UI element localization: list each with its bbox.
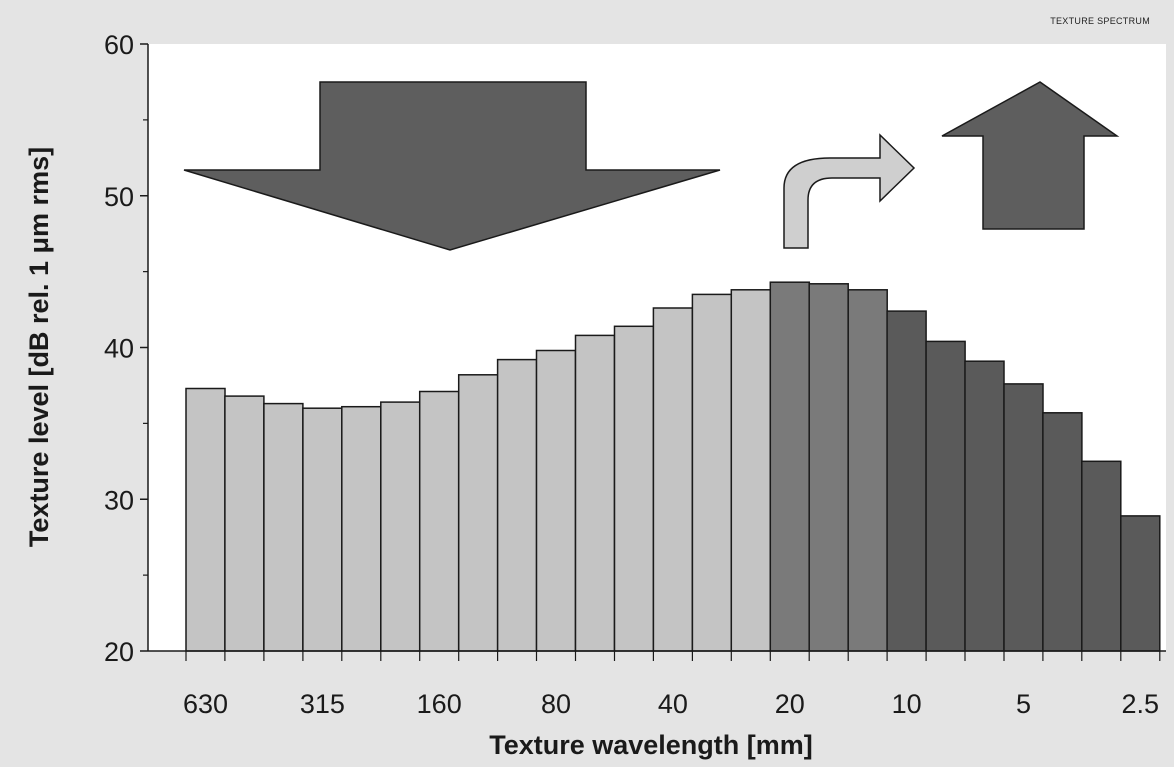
- bar-500: [224, 395, 265, 652]
- bar-50: [613, 325, 655, 652]
- bar-40: [652, 307, 694, 652]
- x-tick-label: 5: [1016, 689, 1031, 719]
- large-down-arrow-icon: [183, 81, 721, 251]
- bar-80: [535, 349, 577, 652]
- bar-8: [925, 340, 966, 652]
- y-axis-title: Texture level [dB rel. 1 μm rms]: [24, 147, 54, 547]
- y-tick-label: 40: [104, 334, 134, 364]
- y-ticks-group: 20 30 40 50 60: [104, 30, 148, 667]
- bar-63: [574, 334, 616, 652]
- x-tick-label: 315: [300, 689, 345, 719]
- curved-arrow-icon: [783, 133, 916, 249]
- x-tick-label: 40: [658, 689, 688, 719]
- bar-200: [380, 401, 421, 652]
- bar-630: [185, 387, 226, 652]
- bar-20: [769, 281, 811, 652]
- bar-25: [730, 289, 772, 652]
- bar-16: [808, 283, 849, 652]
- x-ticks-group: 630 315 160 80 40 20 10 5 2.5: [183, 651, 1161, 719]
- bar-3.15: [1081, 460, 1122, 652]
- y-tick-label: 50: [104, 182, 134, 212]
- bar-5: [1003, 383, 1044, 652]
- bar-400: [263, 402, 304, 652]
- x-axis-title: Texture wavelength [mm]: [489, 730, 813, 760]
- y-tick-label: 30: [104, 485, 134, 515]
- bar-2.5: [1120, 515, 1161, 652]
- bar-31.5: [691, 293, 733, 652]
- x-tick-label: 20: [775, 689, 805, 719]
- bar-10: [886, 310, 927, 652]
- bar-100: [496, 358, 538, 652]
- bar-6.3: [964, 360, 1005, 652]
- bar-160: [418, 390, 460, 652]
- bar-125: [457, 374, 499, 652]
- corner-label: TEXTURE SPECTRUM: [1050, 16, 1150, 26]
- x-tick-label: 10: [892, 689, 922, 719]
- x-tick-label: 80: [541, 689, 571, 719]
- bar-315: [302, 407, 343, 652]
- up-arrow-icon: [941, 81, 1120, 230]
- bars-group: [185, 281, 1161, 652]
- y-tick-label: 20: [104, 637, 134, 667]
- x-tick-label: 2.5: [1122, 689, 1160, 719]
- bar-4: [1042, 412, 1083, 652]
- x-tick-label: 630: [183, 689, 228, 719]
- bar-250: [341, 405, 382, 652]
- y-tick-label: 60: [104, 30, 134, 60]
- x-tick-label: 160: [417, 689, 462, 719]
- bar-12.5: [847, 289, 888, 652]
